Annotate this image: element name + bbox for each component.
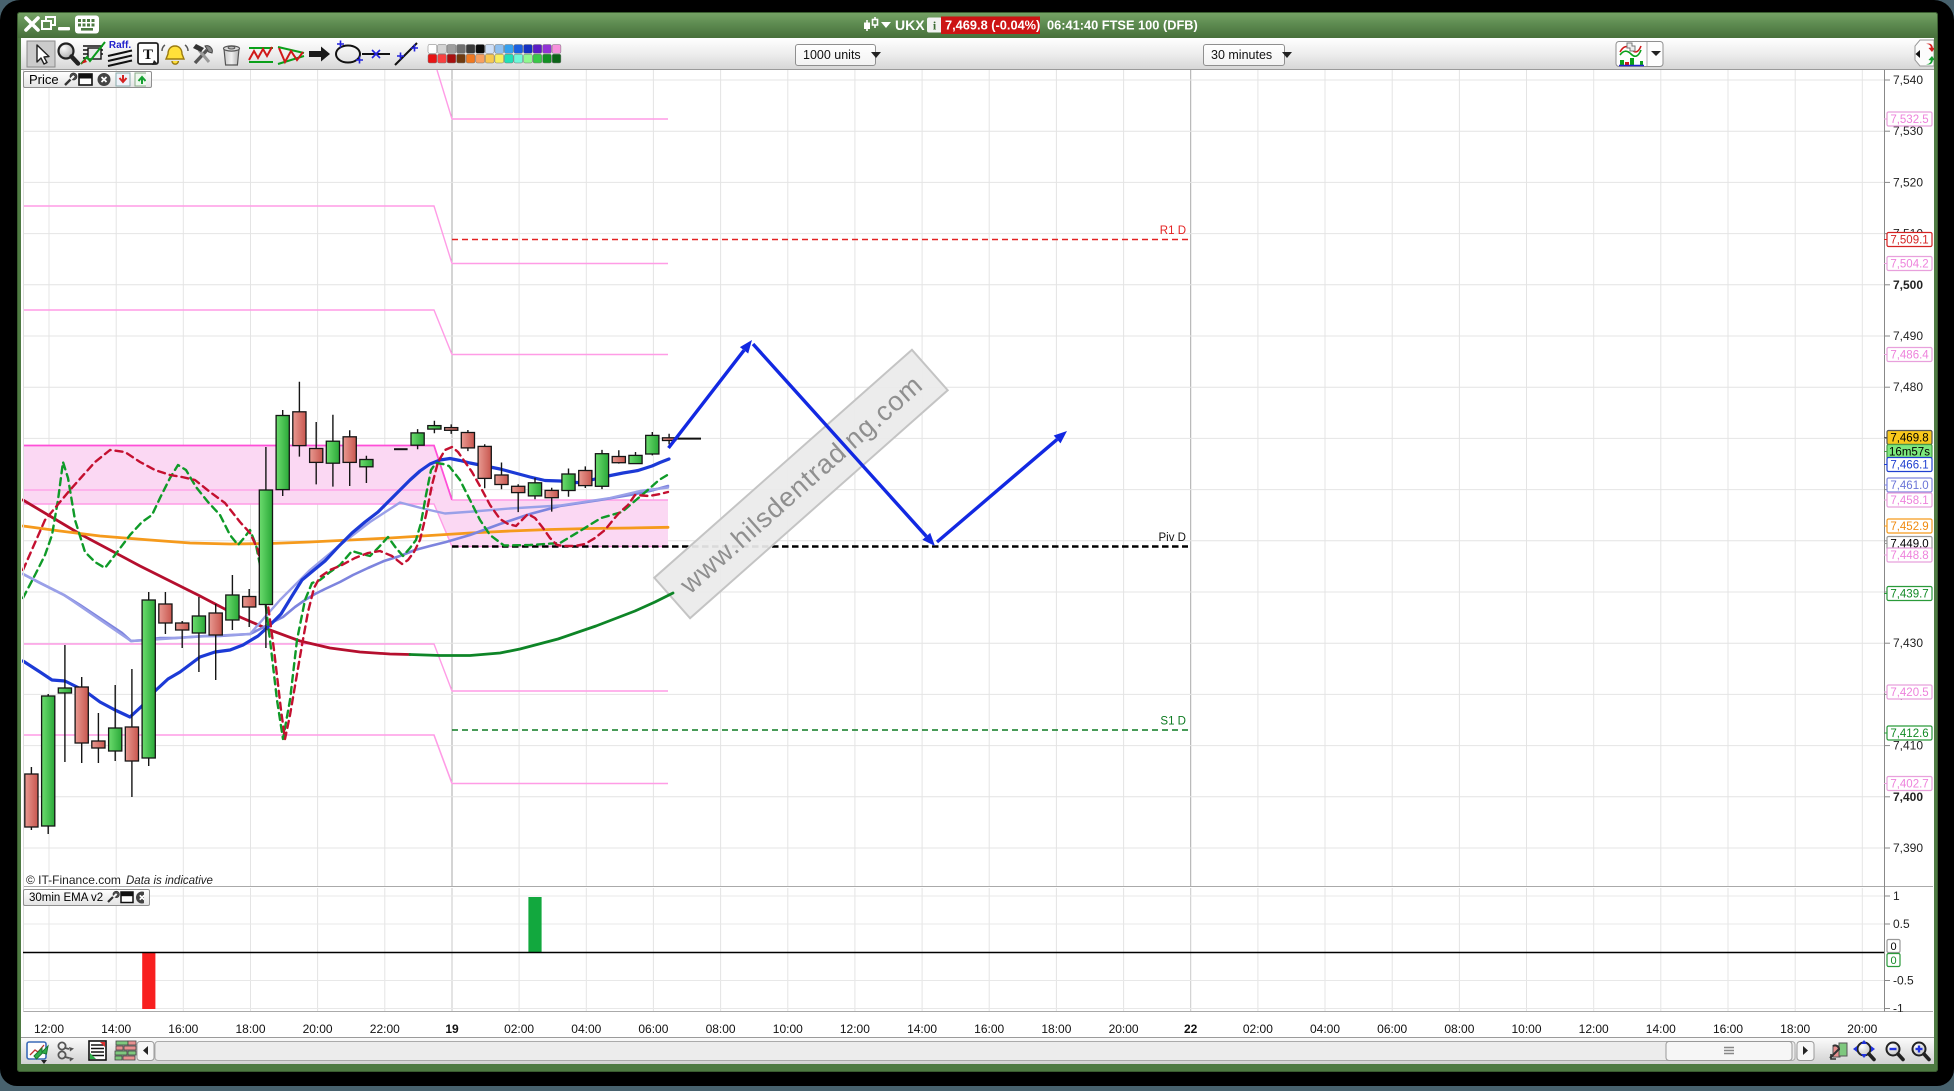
svg-text:0: 0: [1890, 955, 1896, 967]
svg-text:Data is indicative: Data is indicative: [126, 875, 213, 887]
svg-text:7,532.5: 7,532.5: [1890, 114, 1928, 126]
svg-text:7,452.9: 7,452.9: [1890, 521, 1928, 533]
svg-text:Piv D: Piv D: [1159, 532, 1186, 544]
svg-text:7,430: 7,430: [1893, 636, 1923, 650]
svg-text:-1: -1: [1893, 1002, 1904, 1013]
svg-text:7,540: 7,540: [1893, 73, 1923, 87]
svg-text:i: i: [933, 19, 937, 33]
svg-text:7,458.1: 7,458.1: [1890, 495, 1928, 507]
svg-text:UKX: UKX: [895, 17, 925, 33]
svg-text:S1 D: S1 D: [1160, 716, 1186, 728]
svg-text:7,509.1: 7,509.1: [1890, 235, 1928, 247]
svg-text:1: 1: [1893, 889, 1900, 903]
svg-text:7,490: 7,490: [1893, 329, 1923, 343]
svg-text:7,439.7: 7,439.7: [1890, 589, 1928, 601]
svg-text:R1 D: R1 D: [1160, 225, 1186, 237]
svg-text:06:41:40 FTSE 100 (DFB): 06:41:40 FTSE 100 (DFB): [1047, 18, 1198, 33]
svg-text:7,486.4: 7,486.4: [1890, 350, 1929, 362]
svg-text:© IT-Finance.com: © IT-Finance.com: [26, 873, 121, 887]
svg-text:7,480: 7,480: [1893, 380, 1923, 394]
svg-text:-0.5: -0.5: [1893, 974, 1914, 988]
svg-text:7,402.7: 7,402.7: [1890, 779, 1928, 791]
svg-text:7,448.8: 7,448.8: [1890, 550, 1928, 562]
svg-text:7,412.6: 7,412.6: [1890, 728, 1928, 740]
svg-text:7,469.8 (-0.04%): 7,469.8 (-0.04%): [945, 18, 1040, 33]
svg-text:7,420.5: 7,420.5: [1890, 687, 1928, 699]
svg-text:7,461.0: 7,461.0: [1890, 480, 1928, 492]
svg-text:7,466.1: 7,466.1: [1890, 460, 1928, 472]
svg-text:16m57s: 16m57s: [1889, 447, 1930, 459]
svg-text:0.5: 0.5: [1893, 917, 1910, 931]
svg-text:7,400: 7,400: [1893, 790, 1923, 804]
svg-text:7,504.2: 7,504.2: [1890, 259, 1928, 271]
svg-text:7,469.8: 7,469.8: [1890, 433, 1928, 445]
svg-text:7,390: 7,390: [1893, 841, 1923, 855]
svg-text:Raff.: Raff.: [109, 40, 131, 51]
svg-text:7,410: 7,410: [1893, 739, 1923, 753]
svg-text:T: T: [143, 47, 153, 63]
svg-text:7,520: 7,520: [1893, 175, 1923, 189]
svg-text:7,530: 7,530: [1893, 124, 1923, 138]
svg-text:7,500: 7,500: [1893, 278, 1923, 292]
svg-text:0: 0: [1890, 941, 1896, 953]
